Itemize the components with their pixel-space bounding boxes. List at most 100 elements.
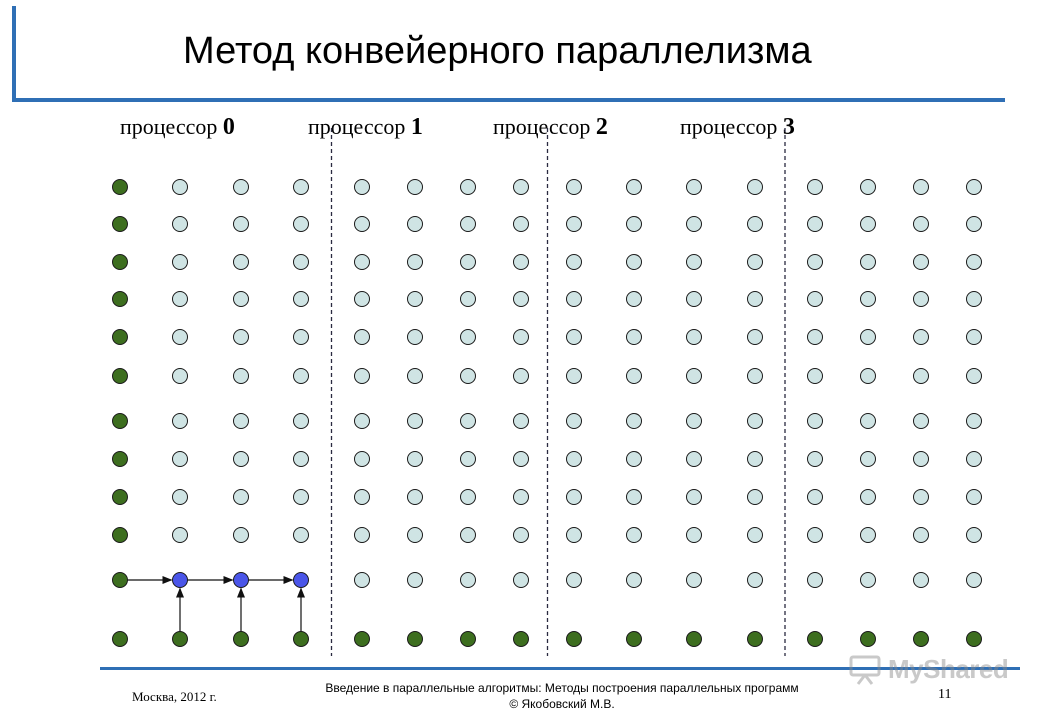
processor-0-label: процессор 0 <box>120 114 235 141</box>
interior-node <box>686 451 702 467</box>
processor-2-label: процессор 2 <box>493 114 608 141</box>
interior-node <box>913 179 929 195</box>
interior-node <box>460 527 476 543</box>
interior-node <box>860 572 876 588</box>
watermark: MyShared <box>848 654 1009 685</box>
boundary-node <box>112 179 128 195</box>
interior-node <box>460 216 476 232</box>
interior-node <box>233 368 249 384</box>
interior-node <box>172 368 188 384</box>
interior-node <box>233 216 249 232</box>
interior-node <box>686 329 702 345</box>
interior-node <box>966 572 982 588</box>
interior-node <box>626 451 642 467</box>
interior-node <box>860 413 876 429</box>
slide-title: Метод конвейерного параллелизма <box>183 30 812 72</box>
interior-node <box>566 254 582 270</box>
frame-left-bar <box>12 6 16 102</box>
interior-node <box>566 291 582 307</box>
boundary-node <box>354 631 370 647</box>
interior-node <box>913 451 929 467</box>
interior-node <box>513 451 529 467</box>
boundary-node <box>112 631 128 647</box>
interior-node <box>860 527 876 543</box>
interior-node <box>747 254 763 270</box>
interior-node <box>354 451 370 467</box>
processor-3-label: процессор 3 <box>680 114 795 141</box>
interior-node <box>460 572 476 588</box>
interior-node <box>354 179 370 195</box>
active-node <box>172 572 188 588</box>
processor-1-label-text: процессор <box>308 114 406 139</box>
interior-node <box>233 179 249 195</box>
interior-node <box>686 527 702 543</box>
interior-node <box>913 572 929 588</box>
interior-node <box>354 489 370 505</box>
interior-node <box>860 291 876 307</box>
interior-node <box>966 489 982 505</box>
interior-node <box>172 413 188 429</box>
interior-node <box>626 489 642 505</box>
frame-top-bar <box>12 98 1005 102</box>
interior-node <box>686 254 702 270</box>
interior-node <box>293 179 309 195</box>
interior-node <box>747 329 763 345</box>
interior-node <box>966 368 982 384</box>
boundary-node <box>566 631 582 647</box>
interior-node <box>966 254 982 270</box>
interior-node <box>513 368 529 384</box>
interior-node <box>407 451 423 467</box>
interior-node <box>233 413 249 429</box>
interior-node <box>172 291 188 307</box>
interior-node <box>913 254 929 270</box>
interior-node <box>407 368 423 384</box>
boundary-node <box>112 254 128 270</box>
interior-node <box>172 489 188 505</box>
interior-node <box>460 451 476 467</box>
interior-node <box>566 179 582 195</box>
interior-node <box>686 572 702 588</box>
interior-node <box>966 216 982 232</box>
boundary-node <box>407 631 423 647</box>
boundary-node <box>860 631 876 647</box>
interior-node <box>913 216 929 232</box>
interior-node <box>407 179 423 195</box>
interior-node <box>513 572 529 588</box>
interior-node <box>460 413 476 429</box>
interior-node <box>966 291 982 307</box>
boundary-node <box>112 572 128 588</box>
interior-node <box>566 572 582 588</box>
footer-line <box>100 667 1020 670</box>
interior-node <box>807 216 823 232</box>
boundary-node <box>460 631 476 647</box>
interior-node <box>233 527 249 543</box>
interior-node <box>293 216 309 232</box>
processor-2-label-text: процессор <box>493 114 591 139</box>
footer-course-title: Введение в параллельные алгоритмы: Метод… <box>262 680 862 712</box>
interior-node <box>807 291 823 307</box>
interior-node <box>407 572 423 588</box>
interior-node <box>460 368 476 384</box>
boundary-node <box>112 489 128 505</box>
processor-2-number: 2 <box>595 114 608 140</box>
interior-node <box>293 254 309 270</box>
interior-node <box>747 527 763 543</box>
processor-3-label-text: процессор <box>680 114 778 139</box>
boundary-node <box>747 631 763 647</box>
interior-node <box>913 291 929 307</box>
interior-node <box>626 572 642 588</box>
projector-icon <box>849 655 881 685</box>
boundary-node <box>112 291 128 307</box>
interior-node <box>807 254 823 270</box>
interior-node <box>686 179 702 195</box>
interior-node <box>747 572 763 588</box>
interior-node <box>233 489 249 505</box>
interior-node <box>513 489 529 505</box>
interior-node <box>860 368 876 384</box>
interior-node <box>407 413 423 429</box>
boundary-node <box>913 631 929 647</box>
boundary-node <box>112 329 128 345</box>
footer-course-line2: © Якобовский М.В. <box>509 697 615 711</box>
interior-node <box>354 254 370 270</box>
interior-node <box>860 489 876 505</box>
